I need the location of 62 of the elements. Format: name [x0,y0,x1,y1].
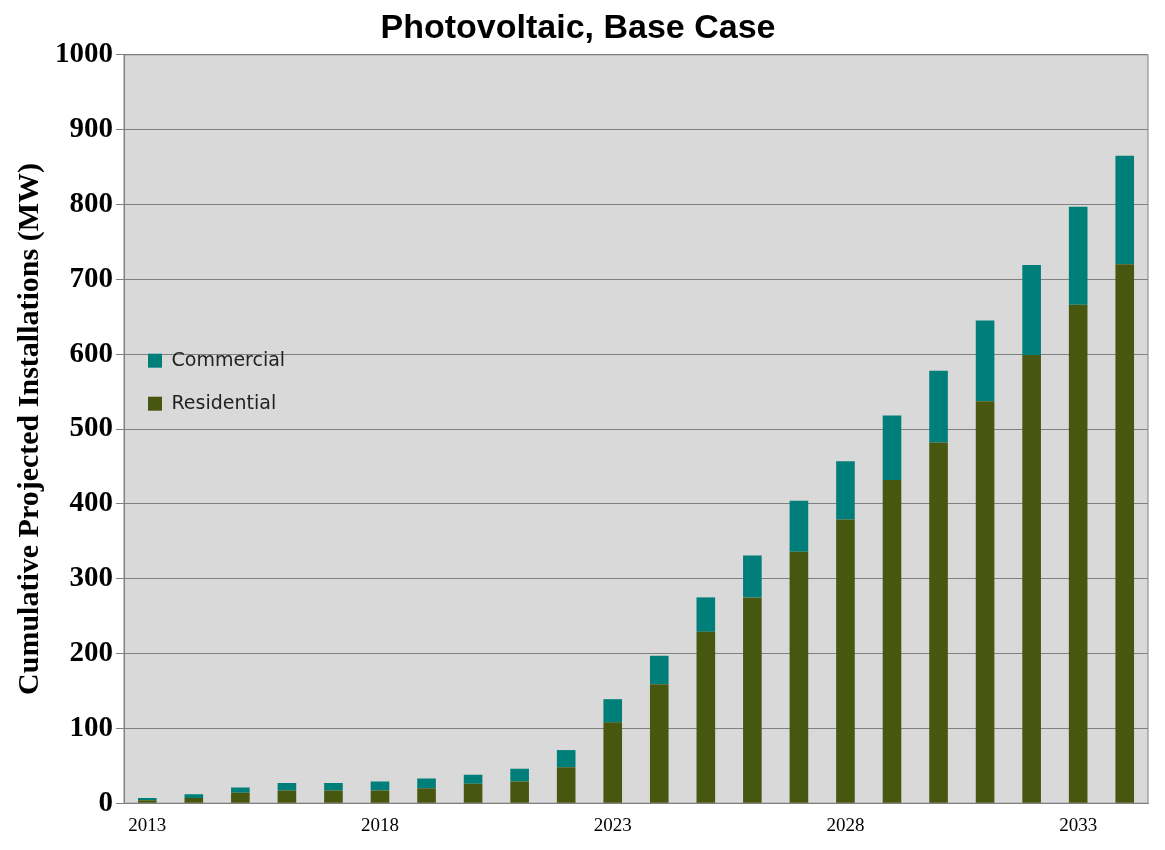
y-tick-label: 300 [69,560,113,593]
bar [417,778,436,789]
bar [975,320,995,402]
bar [1022,354,1041,803]
bar [510,781,529,803]
bar [556,750,576,768]
bar [696,597,716,632]
bar [929,442,948,803]
bar [1115,264,1135,803]
bar [1022,265,1041,355]
y-tick-label: 700 [69,260,113,293]
legend-label: Residential [171,390,277,413]
x-tick-label: 2018 [361,813,399,835]
bar [743,555,762,598]
bar [277,782,297,791]
y-tick-label: 600 [69,335,113,368]
bar [510,768,529,782]
bar [184,797,204,803]
bar [696,631,716,803]
bar [836,461,855,520]
bar [277,790,297,803]
bar [836,519,855,803]
y-tick-label: 200 [69,635,113,667]
x-tick-label: 2033 [1059,813,1098,835]
bar [1068,304,1088,803]
y-tick-label: 900 [69,111,113,144]
bar [929,370,948,443]
bar [975,401,995,803]
bar [370,790,390,803]
bar [417,788,436,803]
x-tick-label: 2023 [593,813,632,835]
y-tick-label: 100 [69,709,113,742]
y-tick-label: 500 [69,410,113,443]
bar [370,781,390,791]
bar [649,684,669,803]
bar [743,597,762,803]
bar [231,787,250,793]
bar [882,479,902,803]
bar [324,790,343,803]
x-tick-label: 2013 [128,813,167,835]
bar [556,767,576,803]
bar [324,782,343,791]
bar [649,655,669,685]
bar [789,500,809,552]
chart-title: Photovoltaic, Base Case [380,6,776,45]
bar [463,774,483,784]
y-axis-title: Cumulative Projected Installations (MW) [10,163,45,695]
bar [1068,206,1088,305]
bar [603,699,623,723]
bar [184,794,204,798]
y-tick-label: 0 [98,784,113,817]
x-tick-label: 2028 [826,813,865,835]
bar [1115,155,1135,265]
bar [231,792,250,803]
y-tick-label: 800 [69,185,113,218]
bar [789,551,809,803]
y-tick-label: 1000 [55,36,113,69]
bar [463,783,483,803]
legend-label: Commercial [171,347,286,370]
y-tick-label: 400 [69,485,113,518]
bar [882,415,902,480]
bar [603,722,623,803]
